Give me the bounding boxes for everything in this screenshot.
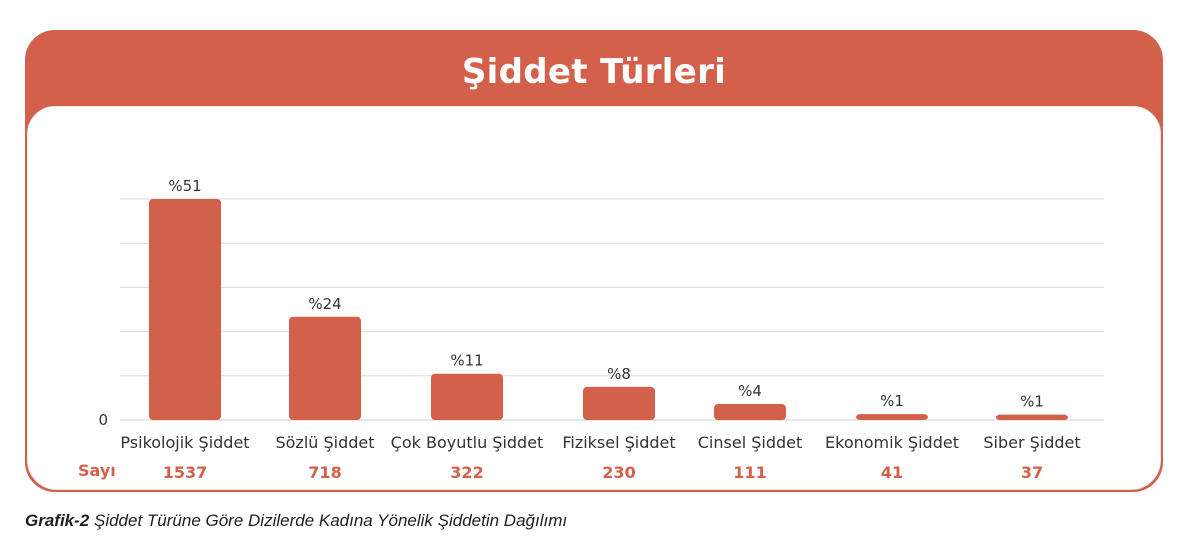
category-label: Sözlü Şiddet [275, 433, 374, 452]
bar [856, 414, 928, 420]
category-label: Fiziksel Şiddet [562, 433, 675, 452]
category-label: Siber Şiddet [983, 433, 1080, 452]
count-value: 718 [308, 463, 341, 482]
count-value: 37 [1021, 463, 1043, 482]
bar [149, 199, 221, 420]
percent-label: %8 [607, 365, 631, 383]
count-value: 322 [450, 463, 483, 482]
percent-label: %1 [880, 392, 904, 410]
count-value: 111 [733, 463, 766, 482]
percent-label: %24 [308, 295, 341, 313]
percent-label: %1 [1020, 393, 1044, 411]
bar [583, 386, 655, 420]
figure-caption: Grafik-2 Şiddet Türüne Göre Dizilerde Ka… [25, 511, 567, 531]
caption-label: Grafik-2 [25, 511, 90, 530]
y-tick-label: 0 [98, 411, 108, 429]
percent-label: %4 [738, 382, 762, 400]
count-value: 41 [881, 463, 903, 482]
bar [996, 414, 1068, 420]
category-label: Çok Boyutlu Şiddet [391, 433, 544, 452]
bar [714, 404, 786, 420]
bar-chart: 0 %51 Psikolojik Şiddet 1537 %24 Sözlü Şiddet… [78, 177, 1104, 482]
card-header: Şiddet Türleri [25, 30, 1163, 114]
caption-text: Şiddet Türüne Göre Dizilerde Kadına Yöne… [93, 511, 568, 530]
chart-title: Şiddet Türleri [461, 52, 727, 92]
count-value: 230 [602, 463, 635, 482]
category-label: Cinsel Şiddet [698, 433, 803, 452]
chart-card: Şiddet Türleri 0 %51 Psikolojik Şiddet 1537… [25, 30, 1163, 492]
bar [431, 373, 503, 420]
chart-area: 0 %51 Psikolojik Şiddet 1537 %24 Sözlü Şiddet… [27, 106, 1161, 490]
count-row-label: Sayı [78, 461, 116, 480]
bar [289, 316, 361, 420]
percent-label: %51 [168, 177, 201, 195]
count-value: 1537 [163, 463, 208, 482]
category-label: Psikolojik Şiddet [120, 433, 249, 452]
category-label: Ekonomik Şiddet [825, 433, 959, 452]
percent-label: %11 [450, 352, 483, 370]
